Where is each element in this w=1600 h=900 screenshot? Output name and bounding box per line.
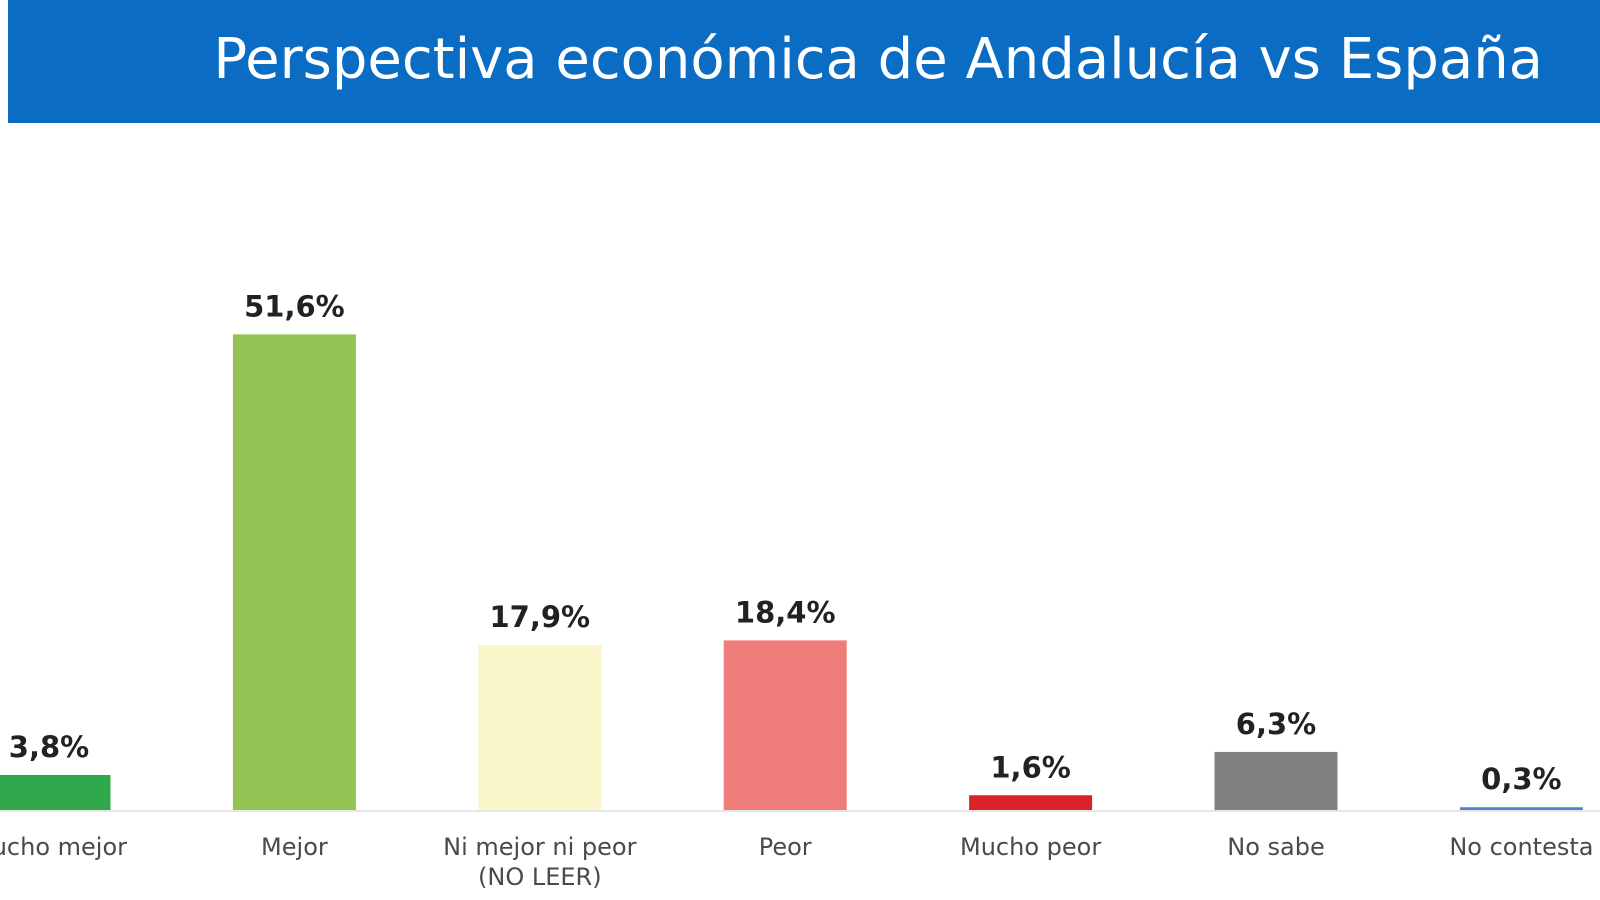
value-label: 0,3% xyxy=(1481,762,1561,796)
value-label: 51,6% xyxy=(244,289,345,323)
x-tick-label: Ni mejor ni peor (NO LEER) xyxy=(443,833,636,891)
x-tick-label: Peor xyxy=(759,833,812,861)
value-label: 3,8% xyxy=(9,730,89,764)
bar xyxy=(1459,807,1583,810)
bar xyxy=(1214,751,1338,810)
value-label: 17,9% xyxy=(489,600,590,634)
value-label: 18,4% xyxy=(735,595,836,629)
bar xyxy=(723,640,847,810)
bar xyxy=(969,795,1093,810)
value-label: 1,6% xyxy=(990,750,1070,784)
x-tick-label: Mucho peor xyxy=(960,833,1101,861)
bar xyxy=(478,644,602,810)
bar xyxy=(232,334,356,810)
x-tick-label: No contesta xyxy=(1449,833,1593,861)
value-label: 6,3% xyxy=(1236,707,1316,741)
chart-title: Perspectiva económica de Andalucía vs Es… xyxy=(213,27,1543,92)
bar xyxy=(0,774,111,810)
header-band xyxy=(8,0,1600,123)
x-tick-label: No sabe xyxy=(1227,833,1324,861)
x-tick-label: Mejor xyxy=(261,833,328,861)
x-tick-label: Mucho mejor xyxy=(0,833,127,861)
